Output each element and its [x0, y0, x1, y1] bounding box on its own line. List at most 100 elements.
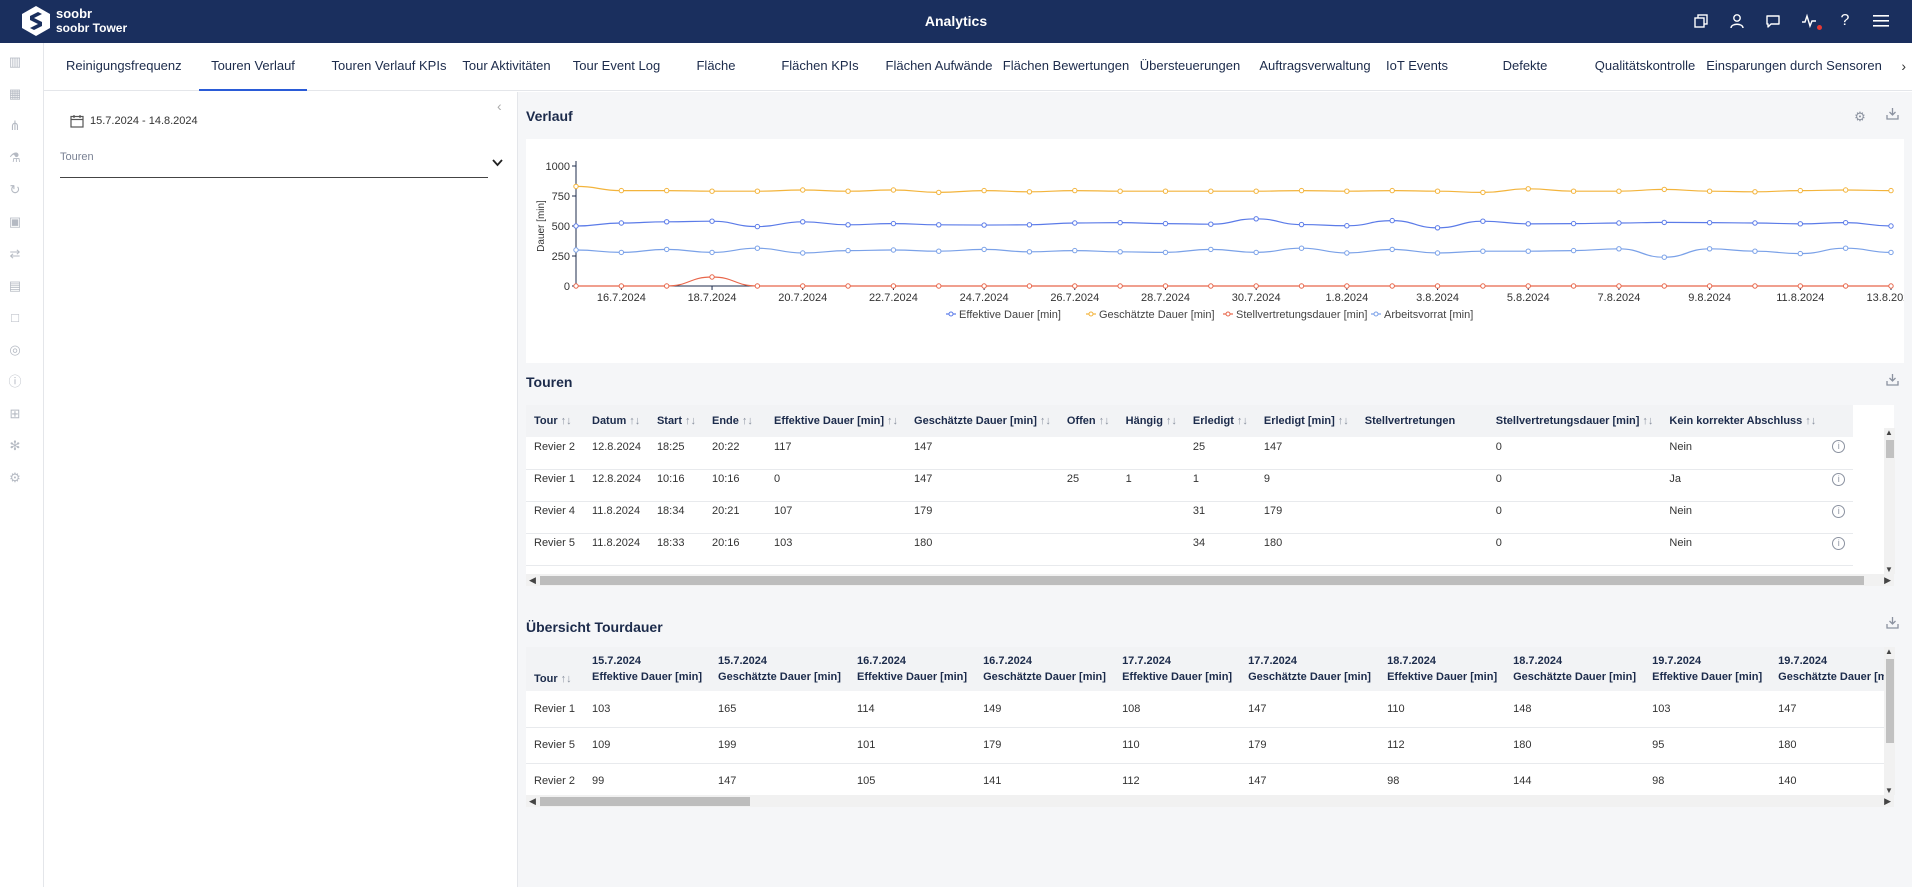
tab-defekte[interactable]: Defekte: [1502, 58, 1548, 73]
bar-chart-icon[interactable]: ▥: [8, 54, 22, 69]
gear-icon[interactable]: ⚙: [9, 470, 21, 485]
column-header-label: Start: [656, 415, 682, 427]
table-cell: 0: [766, 463, 907, 496]
touren-title: Touren: [526, 374, 573, 390]
table-row[interactable]: Revier 1 12.8.2024 10:16 10:16 0 147 25 1 1 9 0 Ja i: [526, 463, 1854, 496]
sort-icon[interactable]: ↑↓: [1642, 415, 1654, 427]
tab-qualitaetskontrolle[interactable]: Qualitätskontrolle: [1594, 58, 1696, 73]
sort-icon[interactable]: ↑↓: [741, 415, 753, 427]
gear-icon[interactable]: ⚙: [1854, 109, 1866, 124]
tab-flaechen-bewertungen[interactable]: Flächen Bewertungen: [1002, 58, 1130, 73]
tab-touren-verlauf-kpis[interactable]: Touren Verlauf KPIs: [331, 58, 447, 73]
swap-icon[interactable]: ⇄: [9, 246, 21, 261]
sort-icon[interactable]: ↑↓: [560, 673, 572, 685]
sort-icon[interactable]: ↑↓: [685, 415, 696, 427]
touren-vertical-scrollbar[interactable]: ▲ ▼: [1884, 428, 1895, 574]
table-row[interactable]: Revier 2 99 147 105 141 112 147 98 144 98 140: [526, 763, 1894, 795]
eye-icon[interactable]: ◎: [9, 342, 21, 357]
tab-auftragsverwaltung[interactable]: Auftragsverwaltung: [1259, 58, 1371, 73]
tourdauer-column-header: 16.7.2024 Geschätzte Dauer [min]: [975, 647, 1115, 691]
settings-gear-icon[interactable]: ✻: [9, 438, 21, 453]
data-point: [754, 283, 761, 289]
tab-flaeche[interactable]: Fläche: [696, 58, 736, 73]
download-icon[interactable]: [1883, 373, 1901, 391]
table-row[interactable]: Revier 4 11.8.2024 18:34 20:21 107 179 31 179 0 N…: [526, 495, 1854, 528]
column-header-label: Offen: [1066, 415, 1096, 427]
scroll-thumb[interactable]: [540, 797, 750, 806]
help-icon[interactable]: ?: [1840, 12, 1850, 29]
info-circle-icon[interactable]: ⓘ: [8, 374, 22, 389]
scroll-thumb[interactable]: [1886, 659, 1894, 743]
column-metric-label: Geschätzte Dauer [min]: [983, 671, 1106, 683]
sort-icon[interactable]: ↑↓: [1236, 415, 1248, 427]
tab-tour-event-log[interactable]: Tour Event Log: [572, 58, 661, 73]
scroll-thumb[interactable]: [540, 576, 1864, 585]
chevron-down-icon[interactable]: [492, 158, 503, 170]
sort-icon[interactable]: ↑↓: [1805, 415, 1817, 427]
calendar-settings-icon[interactable]: ▣: [8, 214, 22, 229]
table-row[interactable]: Revier 1 103 165 114 149 108 147 110 148 103 147: [526, 691, 1894, 728]
user-icon[interactable]: [1726, 10, 1748, 32]
data-point: [1298, 221, 1305, 228]
sort-icon[interactable]: ↑↓: [1039, 415, 1051, 427]
table-cell: 20:16: [704, 527, 766, 560]
tab-touren-verlauf[interactable]: Touren Verlauf: [199, 43, 307, 91]
scroll-left-icon[interactable]: ◀: [529, 796, 536, 806]
data-point: [1888, 223, 1894, 229]
left-nav-rail: ▥ ▦ ⋔ ⚗ ↻ ▣ ⇄ ▤ □ ◎ ⓘ ⊞ ✻ ⚙: [0, 43, 44, 887]
sort-icon[interactable]: ↑↓: [629, 415, 641, 427]
info-icon[interactable]: i: [1832, 536, 1846, 550]
download-icon[interactable]: [1883, 616, 1901, 634]
date-range-picker[interactable]: 15.7.2024 - 14.8.2024: [70, 114, 198, 128]
table-row[interactable]: Revier 5 109 199 101 179 110 179 112 180 95 180: [526, 727, 1894, 764]
copy-icon[interactable]: [1690, 10, 1712, 32]
tab-tour-aktivitaeten[interactable]: Tour Aktivitäten: [462, 58, 551, 73]
building-icon[interactable]: ▦: [8, 86, 22, 101]
menu-icon[interactable]: [1870, 10, 1892, 32]
sort-icon[interactable]: ↑↓: [1165, 415, 1177, 427]
sort-icon[interactable]: ↑↓: [887, 415, 899, 427]
scroll-thumb[interactable]: [1886, 440, 1894, 458]
activity-icon[interactable]: [1798, 10, 1822, 32]
tourdauer-column-header: 18.7.2024 Effektive Dauer [min]: [1379, 647, 1506, 691]
square-icon[interactable]: □: [11, 310, 19, 325]
sort-icon[interactable]: ↑↓: [560, 415, 572, 427]
scroll-right-icon[interactable]: ▶: [1884, 796, 1891, 806]
scroll-right-icon[interactable]: ▶: [1884, 575, 1891, 585]
document-check-icon[interactable]: ▤: [8, 278, 22, 293]
tab-reinigungsfrequenz[interactable]: Reinigungsfrequenz: [66, 58, 182, 73]
sort-icon[interactable]: ↑↓: [1337, 415, 1349, 427]
x-tick-label: 13.8.2024: [1867, 292, 1904, 304]
tourdauer-horizontal-scrollbar[interactable]: ◀ ▶: [526, 795, 1894, 807]
tab-flaechen-kpis[interactable]: Flächen KPIs: [781, 58, 859, 73]
hierarchy-icon[interactable]: ⋔: [9, 118, 21, 133]
tab-scroll-right-icon[interactable]: ›: [1901, 58, 1906, 74]
sort-icon[interactable]: ↑↓: [1098, 415, 1110, 427]
table-row[interactable]: Revier 5 11.8.2024 18:33 20:16 103 180 34 180 0 N…: [526, 527, 1854, 560]
data-point: [1434, 225, 1441, 231]
translate-icon[interactable]: ⊞: [9, 406, 21, 421]
tab-uebersteuerungen[interactable]: Übersteuerungen: [1139, 58, 1241, 73]
table-cell: 180: [906, 527, 1059, 560]
chat-icon[interactable]: [1762, 10, 1784, 32]
download-icon[interactable]: [1883, 107, 1901, 125]
info-icon[interactable]: i: [1832, 472, 1846, 486]
table-row[interactable]: Revier 2 12.8.2024 18:25 20:22 117 147 25 147 0 N…: [526, 431, 1854, 464]
flask-icon[interactable]: ⚗: [9, 150, 21, 165]
refresh-icon[interactable]: ↻: [9, 182, 21, 197]
data-point: [1888, 187, 1894, 194]
info-icon[interactable]: i: [1832, 440, 1846, 454]
tourdauer-column-header[interactable]: Tour ↑↓: [526, 647, 584, 691]
touren-select[interactable]: [60, 177, 488, 178]
tab-einsparungen-durch-sensoren[interactable]: Einsparungen durch Sensoren: [1706, 58, 1882, 73]
info-icon[interactable]: i: [1832, 504, 1846, 518]
touren-horizontal-scrollbar[interactable]: ◀ ▶: [526, 574, 1894, 586]
scroll-down-icon[interactable]: ▼: [1885, 786, 1893, 795]
scroll-left-icon[interactable]: ◀: [529, 575, 536, 585]
tab-flaechen-aufwaende[interactable]: Flächen Aufwände: [885, 58, 993, 73]
collapse-panel-icon[interactable]: ‹: [497, 98, 502, 114]
table-cell: 10:16: [648, 463, 704, 496]
tab-iot-events[interactable]: IoT Events: [1386, 58, 1448, 73]
tourdauer-vertical-scrollbar[interactable]: ▲ ▼: [1884, 647, 1895, 795]
scroll-up-icon[interactable]: ▲: [1885, 647, 1893, 656]
